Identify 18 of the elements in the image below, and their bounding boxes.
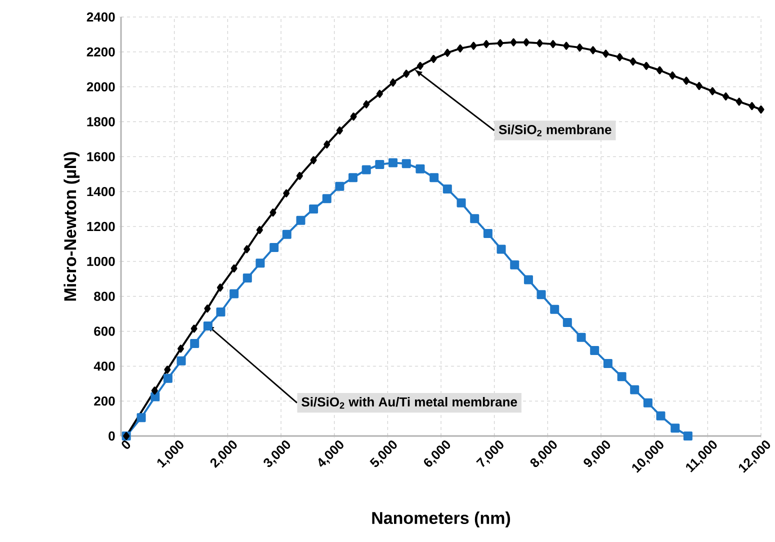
annotation: Si/SiO$_{2}$ membrane [498, 124, 612, 136]
y-tick-label: 800 [94, 292, 115, 301]
y-tick-label: 2400 [86, 12, 115, 22]
y-tick-label: 1000 [87, 256, 115, 266]
y-tick-label: 200 [94, 396, 115, 406]
y-tick-label: 0 [108, 431, 115, 441]
x-tick-label: 0 [122, 440, 130, 449]
y-tick-label: 2200 [86, 47, 115, 57]
y-tick-label: 1200 [87, 222, 115, 232]
y-tick-label: 1800 [87, 117, 115, 126]
y-tick-label: 400 [94, 362, 115, 371]
y-tick-label: 2000 [86, 82, 115, 92]
y-tick-label: 1600 [87, 152, 115, 162]
x-axis-title: Nanometers (nm) [372, 512, 510, 528]
annotation: Si/SiO$_{2}$ with Au/Ti metal membrane [302, 397, 518, 409]
y-tick-label: 600 [94, 326, 115, 336]
y-tick-label: 1400 [87, 186, 115, 196]
y-axis-title: Micro-Newton (µN) [64, 152, 80, 301]
